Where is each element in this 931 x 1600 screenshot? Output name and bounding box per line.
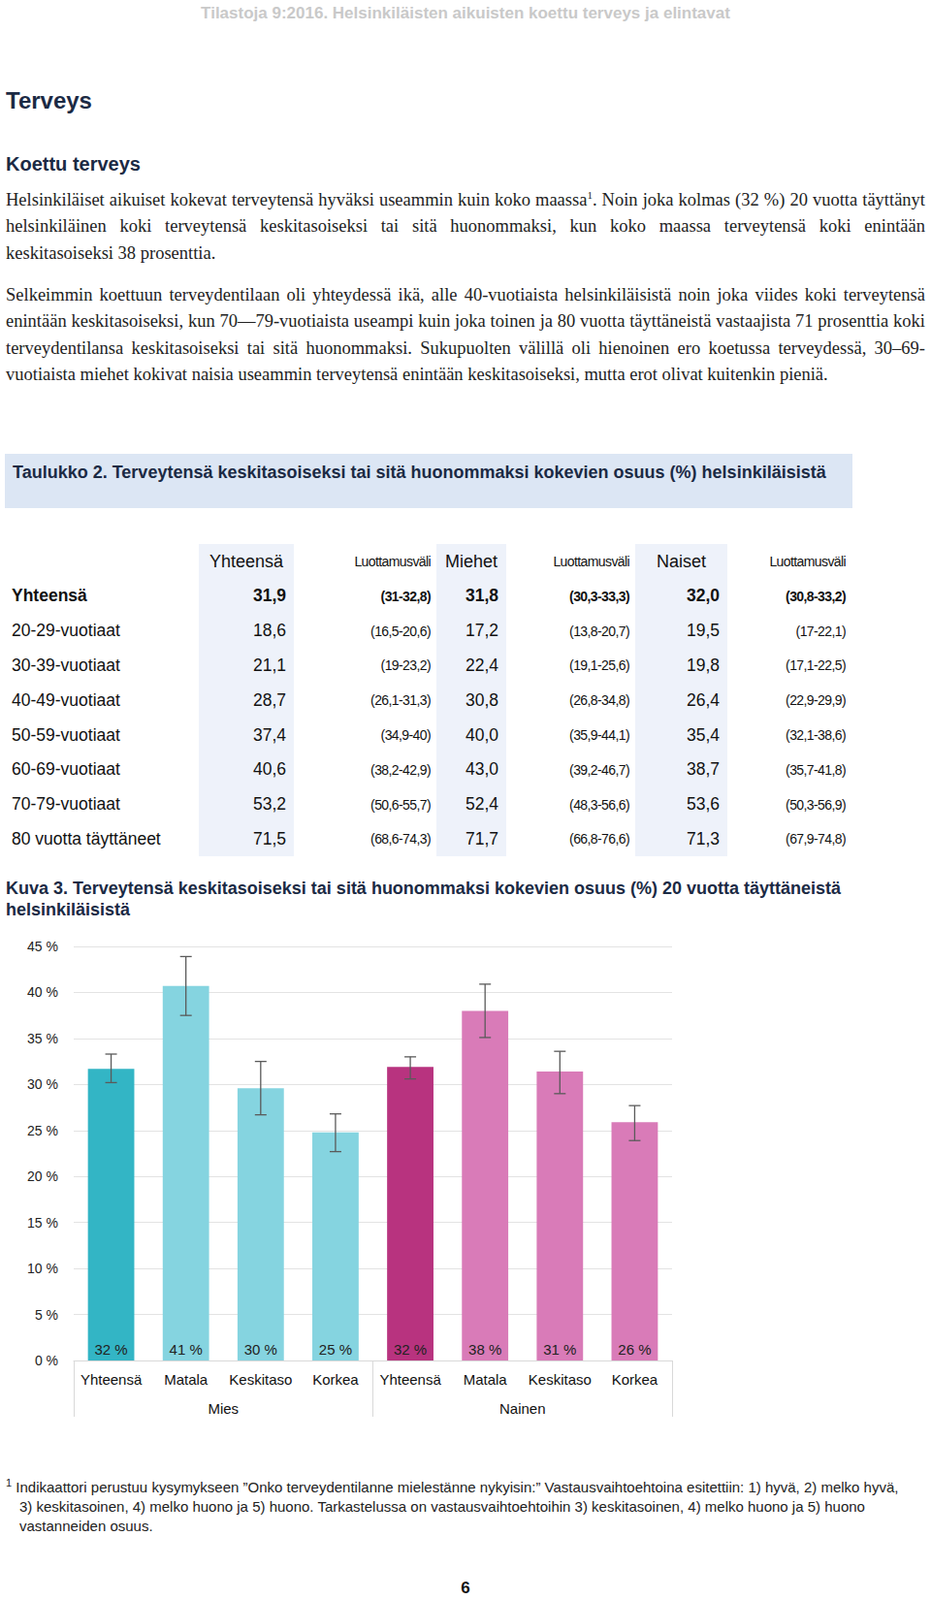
html-text:Kuva 3. Terveytensä keskitasoi: Kuva 3. Terveytensä keskitasoiseksi tai …: [5, 878, 841, 920]
svg-text:0 %: 0 %: [34, 1352, 59, 1369]
svg-text:Matala: Matala: [463, 1371, 509, 1388]
html-text:Luottamusväli: Luottamusväli: [553, 553, 630, 570]
html-text:18,6: 18,6: [253, 620, 287, 641]
html-text:31,8: 31,8: [465, 586, 499, 606]
html-text:(16,5-20,6): (16,5-20,6): [370, 623, 431, 639]
svg-text:32 %: 32 %: [393, 1341, 427, 1358]
html-text:(30,3-33,3): (30,3-33,3): [569, 588, 630, 605]
html-text:(19,1-25,6): (19,1-25,6): [569, 658, 630, 674]
html-text:(66,8-76,6): (66,8-76,6): [569, 831, 630, 848]
html-text:(17-22,1): (17-22,1): [795, 623, 846, 639]
html-text:22,4: 22,4: [465, 655, 499, 675]
html-text:53,6: 53,6: [686, 794, 720, 814]
svg-text:30 %: 30 %: [27, 1076, 59, 1092]
svg-text:45 %: 45 %: [27, 938, 59, 955]
html-text:(26,8-34,8): (26,8-34,8): [569, 692, 630, 709]
html-text:30-39-vuotiaat: 30-39-vuotiaat: [11, 655, 121, 675]
html-text:(31-32,8): (31-32,8): [380, 588, 431, 605]
html-text:Helsinkiläiset aikuiset kokeva: Helsinkiläiset aikuiset kokevat terveyte…: [5, 188, 926, 263]
html-text:(50,6-55,7): (50,6-55,7): [370, 796, 431, 813]
svg-text:20 %: 20 %: [27, 1168, 59, 1185]
svg-text:Korkea: Korkea: [611, 1371, 659, 1388]
svg-text:30 %: 30 %: [244, 1341, 278, 1358]
html-text:30,8: 30,8: [465, 690, 499, 710]
html-text:40,6: 40,6: [253, 759, 287, 780]
html-text:(13,8-20,7): (13,8-20,7): [569, 623, 630, 639]
html-text:(67,9-74,8): (67,9-74,8): [785, 831, 846, 848]
svg-text:Matala: Matala: [163, 1371, 209, 1388]
html-text:26,4: 26,4: [686, 690, 720, 710]
svg-text:Keskitaso: Keskitaso: [228, 1371, 292, 1388]
html-text:71,3: 71,3: [686, 829, 720, 849]
html-text:52,4: 52,4: [465, 794, 499, 814]
html-text:(35,9-44,1): (35,9-44,1): [569, 727, 630, 743]
svg-text:Yhteensä: Yhteensä: [379, 1371, 442, 1388]
html-text:Yhteensä: Yhteensä: [11, 586, 88, 606]
html-text:32,0: 32,0: [686, 586, 720, 606]
html-text:(26,1-31,3): (26,1-31,3): [370, 692, 431, 709]
html-text:Taulukko 2. Terveytensä keskit: Taulukko 2. Terveytensä keskitasoiseksi …: [12, 462, 826, 482]
html-text:(17,1-22,5): (17,1-22,5): [785, 658, 846, 674]
html-text:71,7: 71,7: [465, 829, 499, 849]
svg-text:5 %: 5 %: [34, 1307, 59, 1323]
html-text:Tilastoja 9:2016. Helsinkiläis: Tilastoja 9:2016. Helsinkiläisten aikuis…: [200, 3, 731, 23]
svg-text:Mies: Mies: [207, 1400, 239, 1417]
svg-text:26 %: 26 %: [617, 1341, 651, 1358]
svg-text:Korkea: Korkea: [312, 1371, 359, 1388]
html-text:43,0: 43,0: [465, 759, 499, 780]
html-text:(30,8-33,2): (30,8-33,2): [785, 588, 846, 605]
svg-text:Keskitaso: Keskitaso: [528, 1371, 592, 1388]
html-text:Koettu terveys: Koettu terveys: [5, 153, 141, 175]
html-text:(50,3-56,9): (50,3-56,9): [785, 796, 846, 813]
html-text:50-59-vuotiaat: 50-59-vuotiaat: [11, 725, 121, 745]
svg-text:15 %: 15 %: [27, 1215, 59, 1231]
html-text:19,8: 19,8: [686, 655, 720, 675]
html-text:40,0: 40,0: [465, 725, 499, 745]
html-text:31,9: 31,9: [253, 586, 287, 606]
html-text:Miehet: Miehet: [445, 551, 498, 571]
html-text:(19-23,2): (19-23,2): [380, 658, 431, 674]
html-text:(68,6-74,3): (68,6-74,3): [370, 831, 431, 848]
html-text:(48,3-56,6): (48,3-56,6): [569, 796, 630, 813]
html-text:60-69-vuotiaat: 60-69-vuotiaat: [11, 759, 121, 780]
html-text:(38,2-42,9): (38,2-42,9): [370, 762, 431, 778]
html-text:Selkeimmin koettuun terveydent: Selkeimmin koettuun terveydentilaan oli …: [5, 285, 926, 385]
html-text:71,5: 71,5: [253, 829, 287, 849]
svg-text:31 %: 31 %: [543, 1341, 577, 1358]
html-text:70-79-vuotiaat: 70-79-vuotiaat: [11, 794, 121, 814]
html-text:(39,2-46,7): (39,2-46,7): [569, 762, 630, 778]
svg-text:32 %: 32 %: [94, 1341, 128, 1358]
html-text:(32,1-38,6): (32,1-38,6): [785, 727, 846, 743]
html-text:19,5: 19,5: [686, 620, 720, 641]
svg-text:25 %: 25 %: [319, 1341, 353, 1358]
svg-text:Nainen: Nainen: [499, 1400, 546, 1417]
html-text:80 vuotta täyttäneet: 80 vuotta täyttäneet: [11, 829, 161, 849]
html-text:20-29-vuotiaat: 20-29-vuotiaat: [11, 620, 121, 641]
svg-text:40 %: 40 %: [27, 984, 59, 1000]
html-text:(22,9-29,9): (22,9-29,9): [785, 692, 846, 709]
svg-text:38 %: 38 %: [468, 1341, 502, 1358]
html-text:21,1: 21,1: [253, 655, 287, 675]
svg-text:25 %: 25 %: [27, 1123, 59, 1139]
html-text:Luottamusväli: Luottamusväli: [769, 553, 846, 570]
html-text:6: 6: [460, 1578, 471, 1598]
svg-text:10 %: 10 %: [27, 1260, 59, 1277]
html-text:37,4: 37,4: [253, 725, 287, 745]
html-text:Naiset: Naiset: [656, 551, 707, 571]
html-text:35,4: 35,4: [686, 725, 720, 745]
html-text:17,2: 17,2: [465, 620, 499, 641]
svg-text:41 %: 41 %: [169, 1341, 203, 1358]
html-text:Yhteensä: Yhteensä: [209, 551, 284, 571]
html-text:(35,7-41,8): (35,7-41,8): [785, 762, 846, 778]
html-text:53,2: 53,2: [253, 794, 287, 814]
html-text:Terveys: Terveys: [5, 87, 93, 114]
svg-text:Yhteensä: Yhteensä: [80, 1371, 143, 1388]
html-text:28,7: 28,7: [253, 690, 287, 710]
html-text:1Indikaattori perustuu kysymyk: 1Indikaattori perustuu kysymykseen ”Onko…: [5, 1476, 899, 1535]
html-text:(34,9-40): (34,9-40): [380, 727, 431, 743]
html-text:38,7: 38,7: [686, 759, 720, 780]
html-text:40-49-vuotiaat: 40-49-vuotiaat: [11, 690, 121, 710]
svg-text:35 %: 35 %: [27, 1030, 59, 1047]
html-text:Luottamusväli: Luottamusväli: [354, 553, 431, 570]
